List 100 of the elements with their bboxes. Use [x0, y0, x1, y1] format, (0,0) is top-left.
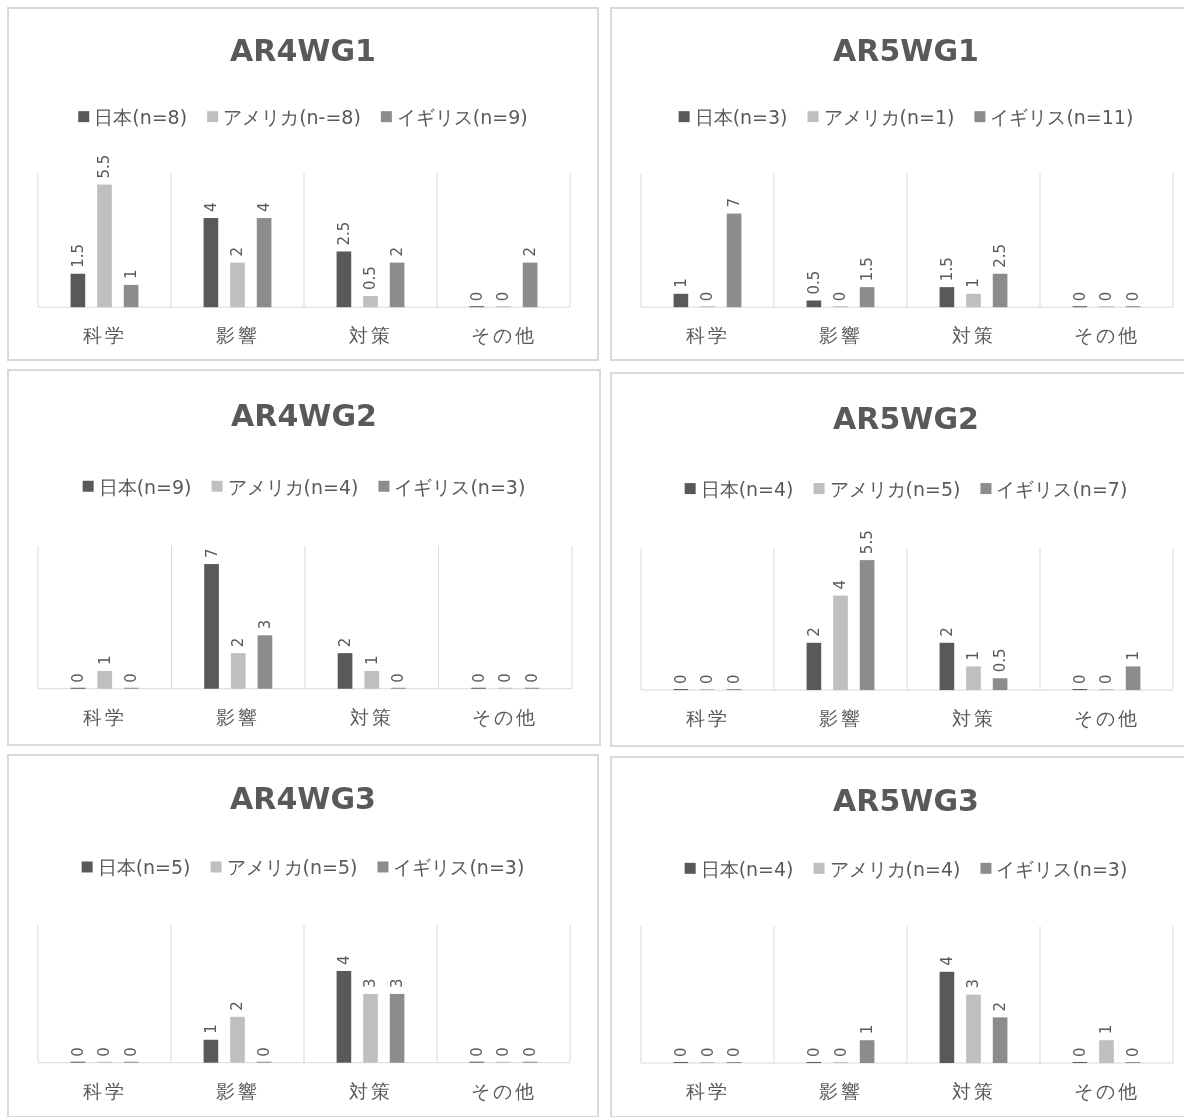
- legend-label: アメリカ(n=4): [227, 475, 359, 498]
- data-label: 2.5: [991, 243, 1010, 268]
- bar: [673, 293, 689, 308]
- bar: [203, 1039, 219, 1063]
- data-label: 1.5: [68, 243, 87, 268]
- legend-label: 日本(n=4): [700, 478, 794, 501]
- data-label: 7: [725, 198, 744, 208]
- x-tick-label: 対策: [348, 324, 393, 347]
- x-tick-label: その他: [1073, 707, 1140, 730]
- bar: [389, 262, 405, 308]
- data-label: 0.5: [361, 266, 380, 291]
- chart-title: AR4WG3: [230, 781, 376, 817]
- bar: [203, 218, 219, 308]
- data-label: 0: [122, 1047, 141, 1057]
- data-label: 0: [1070, 1047, 1089, 1057]
- bar: [97, 184, 112, 308]
- data-label: 0: [1070, 291, 1089, 302]
- data-label: 4: [255, 202, 274, 213]
- x-tick-label: その他: [1073, 324, 1140, 347]
- data-label: 0: [494, 1047, 513, 1057]
- bar: [364, 670, 380, 689]
- x-tick-label: 影響: [215, 324, 260, 347]
- bar: [336, 251, 352, 308]
- data-label: 0: [1097, 674, 1116, 685]
- data-label: 2.5: [334, 221, 353, 246]
- data-label: 5.5: [858, 530, 877, 555]
- bar: [992, 678, 1008, 691]
- data-label: 3: [388, 978, 407, 988]
- data-label: 4: [201, 202, 220, 213]
- data-label: 0: [469, 673, 488, 683]
- x-tick-label: 影響: [818, 324, 863, 347]
- data-label: 0: [467, 291, 486, 302]
- data-label: 1: [122, 269, 141, 279]
- legend-label: アメリカ(n=1): [823, 106, 955, 129]
- data-label: 3: [361, 978, 380, 988]
- data-label: 1: [964, 650, 983, 661]
- bar: [389, 993, 405, 1063]
- bar: [257, 635, 273, 689]
- legend-label: 日本(n=5): [97, 856, 191, 879]
- data-label: 4: [937, 956, 956, 966]
- data-label: 0: [389, 673, 408, 683]
- data-label: 0: [671, 1047, 690, 1057]
- data-label: 4: [831, 580, 850, 590]
- data-label: 0: [804, 1047, 823, 1057]
- data-label: 0: [467, 1047, 486, 1057]
- bar: [859, 1040, 875, 1063]
- legend-label: 日本(n=3): [694, 106, 788, 129]
- x-tick-label: 科学: [82, 324, 127, 347]
- data-label: 0: [69, 673, 88, 683]
- data-label: 3: [255, 619, 274, 630]
- data-label: 2: [229, 637, 248, 648]
- data-label: 2: [388, 247, 407, 257]
- chart-title: AR5WG2: [833, 400, 979, 436]
- bar: [992, 273, 1008, 308]
- data-label: 1: [1124, 650, 1143, 661]
- bar: [363, 296, 378, 308]
- x-tick-label: 影響: [818, 1080, 863, 1102]
- chart-title: AR4WG2: [231, 398, 377, 434]
- data-label: 0: [698, 1047, 717, 1057]
- x-tick-label: その他: [470, 324, 537, 347]
- x-tick-label: その他: [1073, 1080, 1140, 1102]
- bar: [939, 642, 955, 691]
- bar: [70, 273, 86, 308]
- data-label: 2: [336, 637, 355, 648]
- data-label: 2: [991, 1001, 1010, 1012]
- x-tick-label: 科学: [685, 707, 730, 730]
- bar: [230, 1016, 245, 1063]
- bar: [363, 993, 378, 1063]
- data-label: 1: [1097, 1024, 1116, 1035]
- data-label: 2: [228, 247, 247, 257]
- data-label: 2: [804, 627, 823, 637]
- bar: [230, 262, 245, 308]
- x-tick-label: 科学: [685, 1080, 730, 1102]
- bar: [966, 994, 981, 1063]
- x-tick-label: 影響: [215, 1079, 260, 1102]
- data-label: 1: [964, 278, 983, 288]
- data-label: 5.5: [95, 154, 114, 179]
- data-label: 1: [671, 278, 690, 288]
- x-tick-label: 影響: [818, 707, 863, 730]
- data-label: 1: [201, 1024, 220, 1034]
- data-label: 2: [228, 1001, 247, 1011]
- data-label: 0.5: [991, 648, 1010, 673]
- data-label: 0: [255, 1047, 274, 1057]
- bar: [230, 653, 246, 689]
- data-label: 0: [1097, 291, 1116, 302]
- bar: [123, 284, 139, 308]
- data-label: 0: [1124, 1047, 1143, 1057]
- legend-label: 日本(n=4): [700, 857, 794, 880]
- bar: [859, 287, 875, 308]
- data-label: 2: [937, 627, 956, 637]
- x-tick-label: 科学: [82, 1079, 127, 1102]
- x-tick-label: 対策: [951, 1080, 996, 1102]
- bar: [833, 595, 848, 691]
- bar: [1125, 666, 1141, 691]
- bar: [1099, 1040, 1114, 1063]
- legend-label: イギリス(n=3): [394, 475, 526, 498]
- x-tick-label: その他: [472, 705, 539, 728]
- bar: [256, 218, 272, 308]
- legend-label: イギリス(n=3): [996, 857, 1128, 880]
- legend-label: アメリカ(n-=8): [223, 106, 361, 129]
